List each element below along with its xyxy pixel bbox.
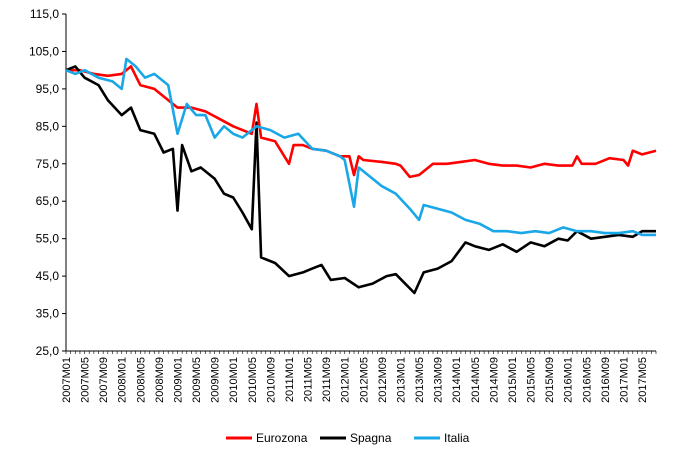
x-tick-label: 2012M01 [340,357,352,403]
legend: Eurozona Spagna Italia [226,431,470,445]
x-tick-label: 2014M01 [451,357,463,403]
y-tick-label: 65,0 [36,194,60,208]
x-tick-label: 2010M01 [228,357,240,403]
x-tick-label: 2012M09 [377,357,389,403]
x-tick-label: 2016M01 [563,357,575,403]
y-tick-label: 55,0 [36,232,60,246]
x-tick-label: 2014M05 [470,357,482,403]
y-tick-label: 105,0 [29,44,59,58]
x-tick-label: 2013M01 [395,357,407,403]
legend-label-spagna: Spagna [350,431,392,445]
x-tick-label: 2010M09 [265,357,277,403]
x-tick-label: 2016M09 [600,357,612,403]
series-layer [65,57,657,295]
series-line-spagna [65,65,656,295]
y-tick-label: 85,0 [36,119,60,133]
x-tick-label: 2008M01 [117,357,129,403]
y-tick-label: 115,0 [30,7,59,21]
x-tick-label: 2014M09 [488,357,500,403]
x-tick-label: 2013M09 [433,357,445,403]
x-tick-label: 2007M01 [61,357,73,403]
x-tick-label: 2009M01 [172,357,184,403]
legend-label-italia: Italia [444,431,470,445]
y-tick-label: 95,0 [36,82,60,96]
x-tick-label: 2010M05 [247,357,259,403]
x-tick-label: 2015M05 [526,357,538,403]
y-tick-label: 45,0 [36,269,60,283]
x-tick-label: 2007M09 [98,357,110,403]
x-tick-label: 2012M05 [358,357,370,403]
y-tick-label: 75,0 [36,157,60,171]
x-tick-label: 2013M05 [414,357,426,403]
x-tick-label: 2011M05 [303,357,315,402]
x-tick-label: 2007M05 [80,357,92,403]
series-line-italia [65,57,656,237]
x-tick-label: 2017M05 [637,357,649,403]
y-tick-label: 35,0 [36,307,60,321]
y-tick-label: 25,0 [36,344,60,358]
x-tick-label: 2015M01 [507,357,519,403]
x-tick-label: 2015M09 [544,357,556,403]
x-tick-label: 2011M09 [321,357,333,402]
x-tick-label: 2008M05 [135,357,147,403]
series-line-eurozona [66,65,657,179]
x-tick-label: 2009M05 [191,357,203,403]
y-axis: 25,0 35,0 45,0 55,0 65,0 75,0 85,0 95,0 105,0 115… [29,7,67,358]
legend-label-eurozona: Eurozona [256,431,308,445]
x-tick-label: 2011M01 [284,357,296,402]
x-tick-label: 2016M05 [581,357,593,403]
x-axis: 2007M01 2007M05 2007M09 2008M01 2008M05 2008M… [61,350,657,403]
x-tick-label: 2008M09 [154,357,166,403]
x-tick-label: 2009M09 [210,357,222,403]
x-tick-label: 2017M01 [618,357,630,403]
